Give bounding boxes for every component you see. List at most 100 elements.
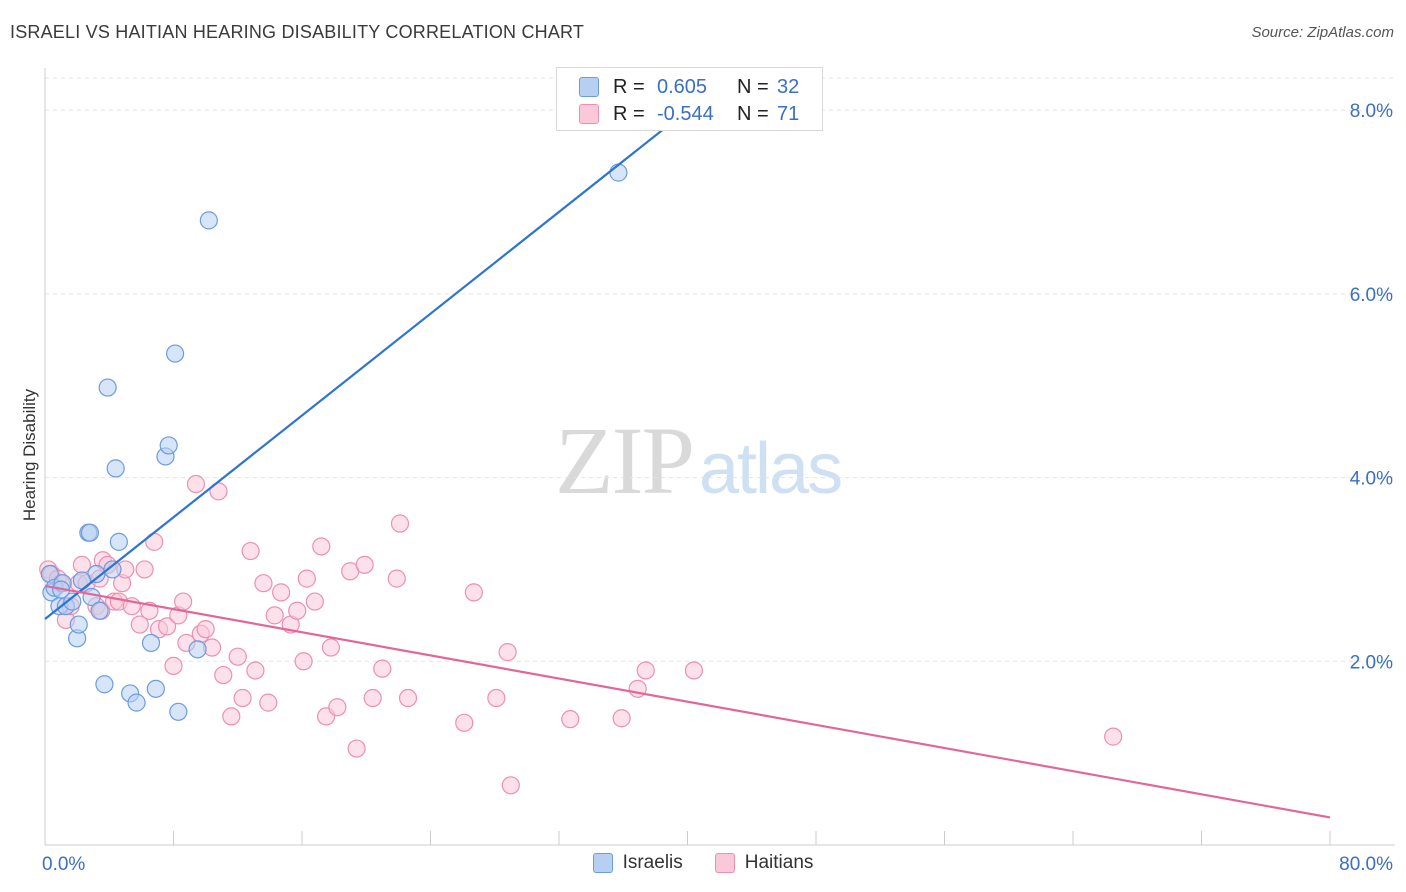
haitians-point xyxy=(222,707,241,726)
legend-label-israelis: Israelis xyxy=(622,852,683,873)
haitians-point xyxy=(387,569,406,588)
legend-r-value: 0.605 xyxy=(657,75,708,98)
haitians-point xyxy=(501,776,520,795)
watermark-zip: ZIP xyxy=(555,407,695,514)
haitians-point xyxy=(196,620,215,639)
haitians-point xyxy=(1104,727,1123,746)
israelis-point xyxy=(103,560,122,579)
haitians-point xyxy=(254,574,273,593)
haitians-trend-line xyxy=(44,584,1331,819)
haitians-point xyxy=(164,656,183,675)
legend-label-haitians: Haitians xyxy=(744,852,814,873)
haitians-point xyxy=(684,661,704,680)
israelis-point xyxy=(80,523,100,542)
haitians-legend-swatch xyxy=(714,853,735,873)
israelis-swatch xyxy=(579,77,599,97)
haitians-point xyxy=(294,652,313,671)
israelis-trend-line xyxy=(44,109,689,620)
haitians-point xyxy=(288,601,307,620)
haitians-point xyxy=(312,537,331,556)
y-tick-label: 8.0% xyxy=(1350,101,1393,122)
israelis-point xyxy=(166,344,185,363)
israelis-point xyxy=(98,378,117,397)
legend-item-haitians[interactable]: Haitians xyxy=(714,852,814,874)
legend-r-value: -0.544 xyxy=(657,102,714,125)
haitians-point xyxy=(305,592,324,611)
axis-layer xyxy=(44,68,1395,846)
haitians-point xyxy=(561,710,580,729)
israelis-point xyxy=(159,436,178,455)
legend-row-haitians: R = -0.544 N = 71 xyxy=(579,102,799,126)
israelis-point xyxy=(69,615,88,634)
series-legend: Israelis Haitians xyxy=(0,852,1406,874)
x-tick-label: 0.0% xyxy=(42,854,85,875)
y-tick-label: 6.0% xyxy=(1350,285,1393,306)
haitians-point xyxy=(363,688,382,708)
haitians-point xyxy=(130,615,149,634)
israelis-point xyxy=(169,702,188,721)
y-axis-label: Hearing Disability xyxy=(20,388,39,522)
haitians-point xyxy=(186,474,206,494)
haitians-point xyxy=(265,606,284,625)
haitians-point xyxy=(228,647,247,666)
haitians-point xyxy=(373,659,392,678)
legend-row-israelis: R = 0.605 N = 32 xyxy=(579,75,799,99)
haitians-point xyxy=(390,514,410,533)
haitians-point xyxy=(498,643,517,662)
haitians-point xyxy=(355,555,374,574)
israelis-legend-swatch xyxy=(592,853,613,873)
haitians-point xyxy=(241,541,260,561)
haitians-point xyxy=(214,665,233,685)
legend-n-value: 71 xyxy=(777,102,800,125)
legend-n-label: N = xyxy=(737,102,769,125)
israelis-point xyxy=(127,693,146,712)
israelis-point xyxy=(106,459,125,478)
haitians-point xyxy=(135,560,154,579)
haitians-point xyxy=(157,617,177,636)
israelis-point xyxy=(90,601,109,620)
haitians-point xyxy=(297,569,316,588)
israelis-point xyxy=(609,163,628,182)
haitians-series xyxy=(39,474,1123,795)
grid-layer xyxy=(45,77,1395,662)
haitians-point xyxy=(259,693,278,712)
trend-layer xyxy=(44,109,1331,819)
israelis-point xyxy=(199,211,218,230)
israelis-point xyxy=(63,592,82,611)
haitians-point xyxy=(455,713,474,732)
israelis-point xyxy=(109,532,128,551)
haitians-point xyxy=(272,583,291,602)
haitians-point xyxy=(174,592,193,611)
chart-title: ISRAELI VS HAITIAN HEARING DISABILITY CO… xyxy=(10,22,585,42)
haitians-point xyxy=(233,688,252,708)
haitians-point xyxy=(347,739,366,758)
legend-item-israelis[interactable]: Israelis xyxy=(592,852,683,874)
haitians-swatch xyxy=(579,104,599,124)
legend-n-label: N = xyxy=(737,75,769,98)
haitians-point xyxy=(464,583,483,602)
correlation-legend: R = 0.605 N = 32 R = -0.544 N = 71 xyxy=(556,67,823,131)
legend-n-value: 32 xyxy=(777,75,800,98)
haitians-point xyxy=(398,688,418,708)
y-tick-label: 4.0% xyxy=(1350,469,1393,490)
tick-label-layer: 2.0% 4.0% 6.0% 8.0% 0.0% 80.0% xyxy=(42,101,1393,875)
watermark-atlas: atlas xyxy=(699,429,843,509)
legend-r-label: R = xyxy=(613,102,645,125)
haitians-point xyxy=(328,698,347,717)
haitians-point xyxy=(636,661,655,680)
y-tick-label: 2.0% xyxy=(1350,652,1393,673)
x-tick-label: 80.0% xyxy=(1339,854,1393,875)
watermark: ZIPatlas xyxy=(555,405,843,516)
israelis-series xyxy=(40,163,628,721)
israelis-point xyxy=(146,679,165,698)
legend-r-label: R = xyxy=(613,75,645,98)
israelis-point xyxy=(141,633,161,653)
haitians-point xyxy=(612,709,631,728)
haitians-point xyxy=(321,638,341,657)
haitians-point xyxy=(72,555,92,574)
israelis-point xyxy=(95,675,114,694)
haitians-point xyxy=(487,688,506,708)
israelis-point xyxy=(188,640,207,659)
source-label: Source: ZipAtlas.com xyxy=(1251,24,1394,41)
